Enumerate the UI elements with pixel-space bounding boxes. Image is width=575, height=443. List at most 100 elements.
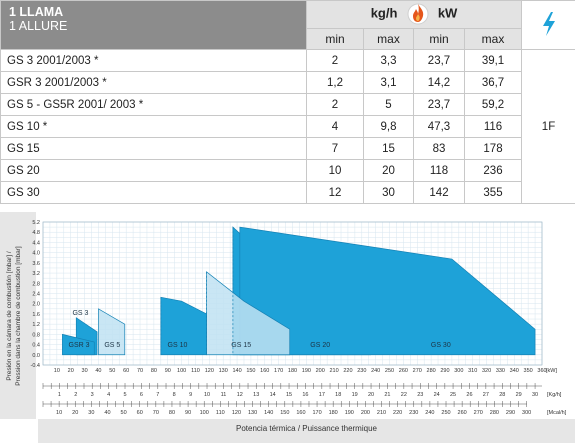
unit-power: kW [437,5,458,21]
y-tick-label: 2.0 [32,302,40,308]
mcalh-tick-label: 160 [296,410,305,416]
row-kgh-min: 2 [306,49,364,72]
x-tick-label: 350 [524,368,533,374]
row-kw-min: 142 [413,181,465,204]
power-header [521,0,575,50]
mcalh-tick-label: 270 [474,410,483,416]
row-kgh-min: 4 [306,115,364,138]
kgh-tick-label: 11 [221,392,227,398]
kw-max-header: max [463,28,523,50]
kgh-tick-label: 23 [417,392,423,398]
x-tick-label: 340 [510,368,519,374]
row-kgh-max: 20 [363,159,414,182]
x-tick-label: 270 [413,368,422,374]
row-kw-min: 47,3 [413,115,465,138]
y-tick-label: 1.6 [32,312,40,318]
row-kw-min: 118 [413,159,465,182]
table-row: GS 5 - GS5R 2001/ 2003 * 2 5 23,7 59,2 [0,93,575,116]
x-axis-label: Potencia térmica / Puissance thermique [236,424,377,433]
x-tick-label: 300 [454,368,463,374]
row-kw-min: 23,7 [413,49,465,72]
x-tick-label: 290 [440,368,449,374]
x-tick-label: 50 [109,368,115,374]
spec-table: 1 LLAMA 1 ALLURE kg/h kW [0,0,575,204]
pressure-chart: Presión en la cámara de combustión [mbar… [0,212,567,419]
mcalh-tick-label: 170 [312,410,321,416]
mcalh-tick-label: 300 [522,410,531,416]
y-tick-label: 2.4 [32,292,40,298]
chart-panel: Presión en la cámara de combustión [mbar… [0,212,575,443]
row-kgh-max: 30 [363,181,414,204]
flame-icon [407,1,429,28]
x-tick-label: 70 [137,368,143,374]
mcalh-tick-label: 190 [345,410,354,416]
mcalh-tick-label: 100 [200,410,209,416]
kw-min-header: min [413,28,465,50]
mcalh-tick-label: 280 [490,410,499,416]
row-name: GS 20 [0,159,307,182]
x-tick-label: 140 [232,368,241,374]
kgh-tick-label: 4 [107,392,110,398]
unit-flow: kg/h [370,5,398,21]
row-kw-max: 116 [463,115,523,138]
x-tick-label: 360 [537,368,546,374]
y-tick-label: 0.0 [32,353,40,359]
series-label: GS 15 [231,342,251,349]
mcalh-unit-label: [Mcal/h] [547,410,567,416]
xlabel-bar: Potencia térmica / Puissance thermique [38,419,575,443]
x-tick-label: 160 [260,368,269,374]
kgh-tick-label: 19 [352,392,358,398]
x-tick-label: 200 [316,368,325,374]
row-kw-max: 39,1 [463,49,523,72]
mcalh-tick-label: 230 [409,410,418,416]
x-tick-label: 10 [54,368,60,374]
mcalh-tick-label: 220 [393,410,402,416]
y-tick-label: 1.2 [32,322,40,328]
kgh-tick-label: 7 [156,392,159,398]
x-tick-label: 100 [177,368,186,374]
x-tick-label: 320 [482,368,491,374]
row-kw-min: 83 [413,137,465,160]
x-tick-label: 170 [274,368,283,374]
mcalh-tick-label: 250 [441,410,450,416]
kgh-tick-label: 30 [532,392,538,398]
x-tick-label: 210 [329,368,338,374]
series-label: GS 5 [104,342,120,349]
row-name: GS 15 [0,137,307,160]
series-label: GS 30 [431,342,451,349]
title-sub: 1 ALLURE [9,19,68,33]
kgh-tick-label: 22 [401,392,407,398]
y-tick-label: 4.0 [32,251,40,257]
mcalh-tick-label: 290 [506,410,515,416]
row-kgh-max: 3,3 [363,49,414,72]
y-tick-label: 5.2 [32,220,40,226]
mcalh-tick-label: 60 [137,410,143,416]
plot-frame [42,221,543,366]
title-bold: 1 LLAMA [9,5,64,19]
kgh-tick-label: 20 [368,392,374,398]
mcalh-tick-label: 90 [185,410,191,416]
series-area-gsr-3 [62,333,95,356]
row-kgh-min: 12 [306,181,364,204]
table-row: GS 3 2001/2003 * 2 3,3 23,7 39,1 1F [0,49,575,204]
row-kw-max: 178 [463,137,523,160]
kgh-tick-label: 1 [58,392,61,398]
kgh-tick-label: 6 [140,392,143,398]
table-row: GS 10 * 4 9,8 47,3 116 [0,115,575,138]
row-kgh-min: 1,2 [306,71,364,94]
row-kgh-max: 3,1 [363,71,414,94]
series-area-gs-5 [98,308,126,356]
x-tick-label: 220 [343,368,352,374]
mcalh-tick-label: 80 [169,410,175,416]
kgh-tick-label: 28 [499,392,505,398]
row-kgh-max: 15 [363,137,414,160]
mcalh-tick-label: 150 [280,410,289,416]
row-kgh-min: 10 [306,159,364,182]
y-tick-label: 2.8 [32,281,40,287]
mcalh-tick-label: 260 [458,410,467,416]
table-row: GSR 3 2001/2003 * 1,2 3,1 14,2 36,7 [0,71,575,94]
x-tick-label: 40 [95,368,101,374]
kgh-tick-label: 13 [253,392,259,398]
series-label: GSR 3 [69,342,90,349]
lightning-bolt-icon [541,11,557,40]
